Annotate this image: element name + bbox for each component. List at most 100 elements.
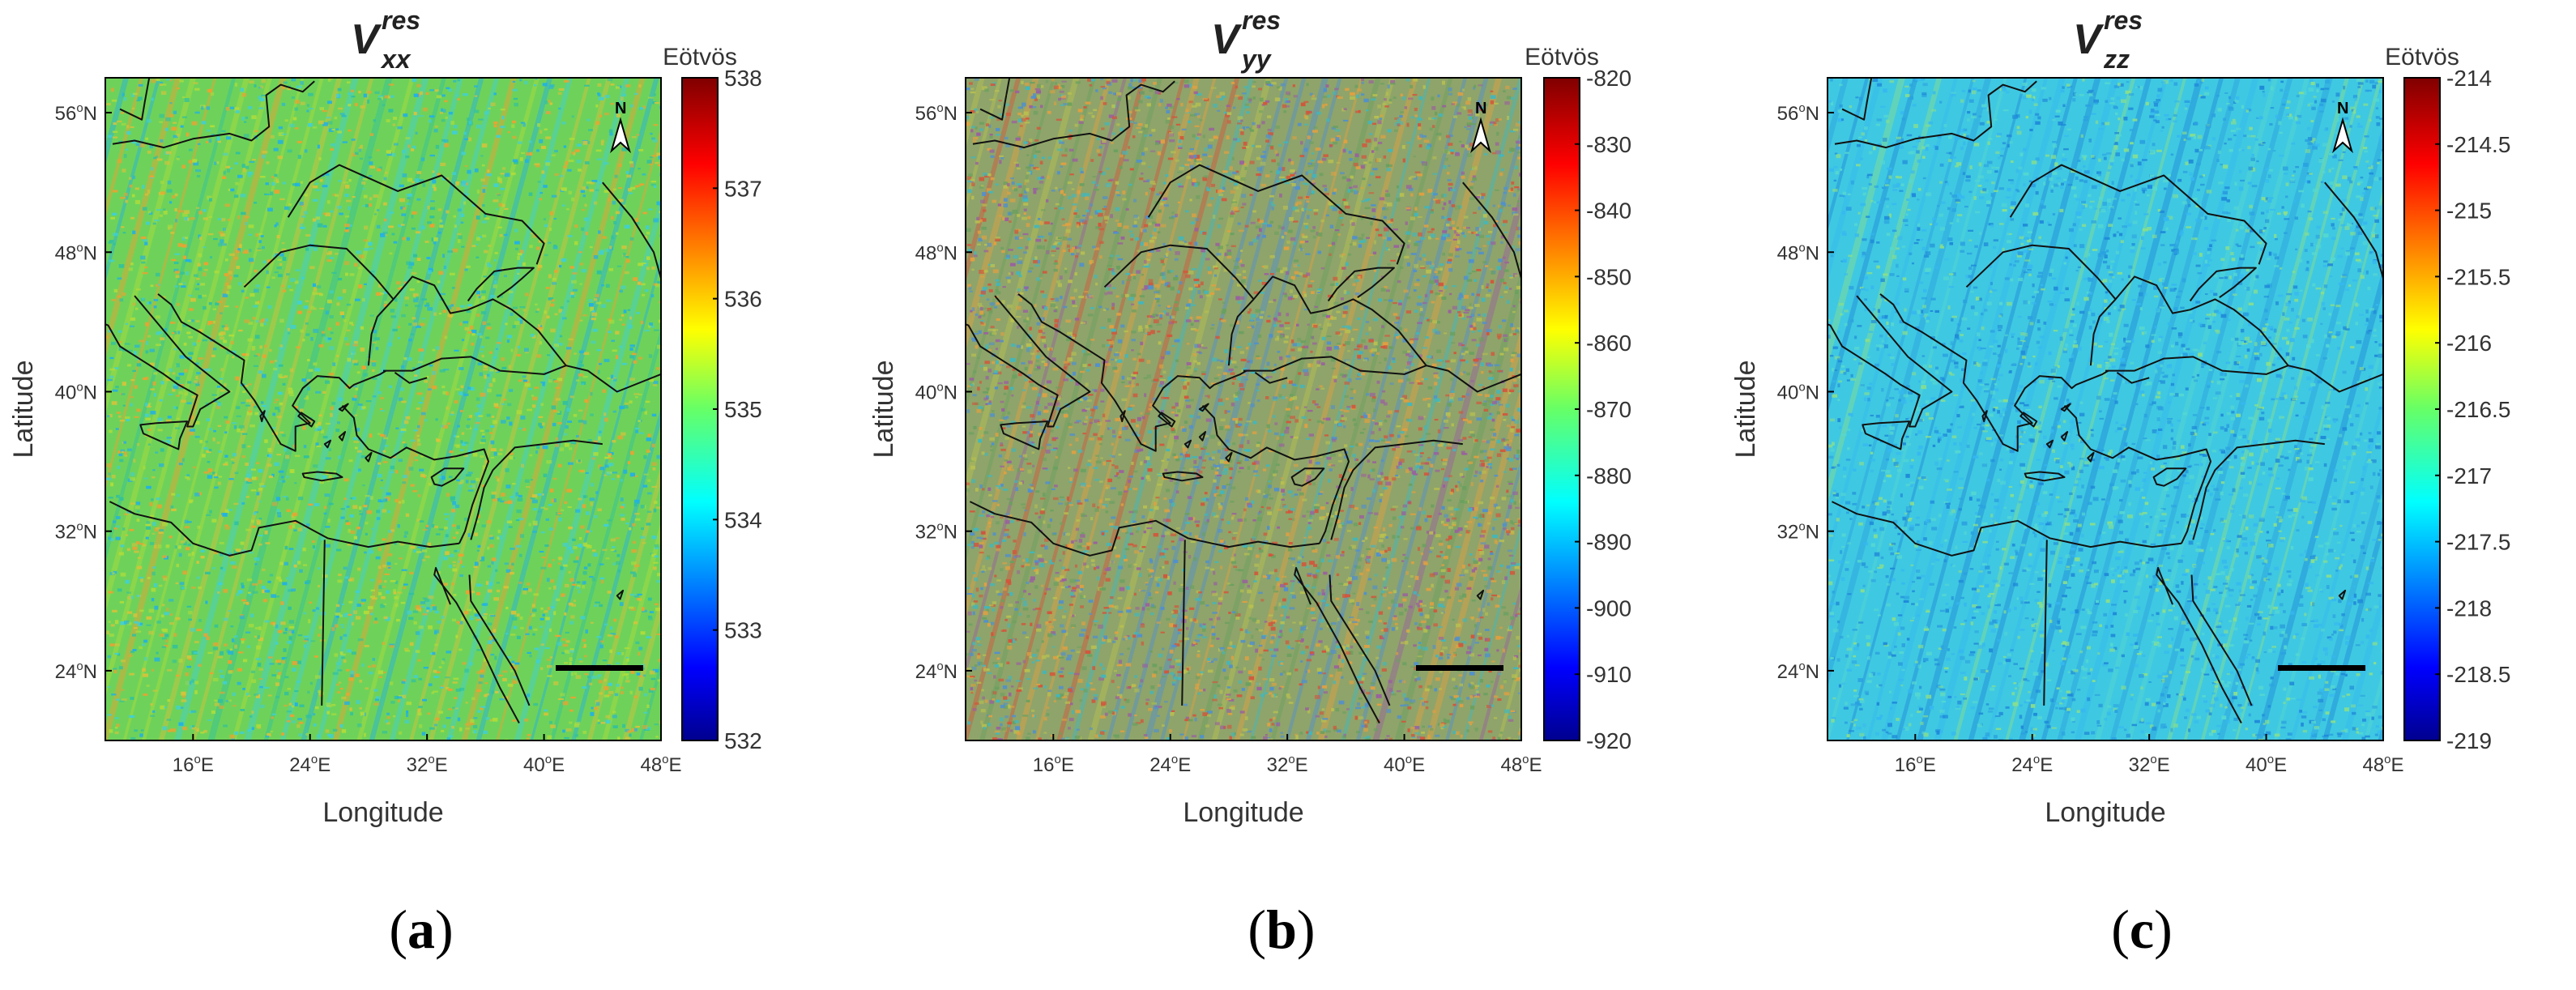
noise-speck [459,574,464,578]
noise-speck [1267,484,1272,489]
noise-speck [537,327,543,331]
noise-speck [174,545,180,549]
noise-speck [1000,448,1006,451]
noise-speck [412,211,417,215]
noise-speck [315,442,319,447]
noise-speck [281,657,285,660]
noise-speck [570,549,574,554]
noise-speck [586,676,591,678]
noise-speck [446,651,451,654]
noise-speck [524,479,530,483]
noise-speck [307,310,312,314]
noise-speck [602,236,607,239]
noise-speck [107,415,110,418]
noise-speck [437,280,441,284]
noise-speck [652,668,658,673]
noise-speck [417,659,421,662]
noise-speck [210,125,215,128]
noise-speck [453,215,456,218]
noise-speck [1504,576,1508,581]
noise-speck [176,417,180,420]
noise-speck [453,707,458,710]
noise-speck [480,296,486,300]
noise-speck [433,676,440,679]
noise-speck [1209,457,1214,461]
noise-speck [198,237,203,241]
noise-speck [265,193,270,196]
noise-speck [1413,156,1416,158]
noise-speck [131,543,138,547]
noise-speck [545,162,550,166]
noise-speck [107,655,111,659]
noise-speck [1269,170,1273,173]
noise-speck [186,474,190,476]
noise-speck [635,641,640,645]
noise-speck [493,199,499,203]
noise-speck [182,570,187,575]
noise-speck [113,668,117,670]
noise-speck [1432,328,1439,333]
noise-speck [382,509,387,513]
noise-speck [394,595,399,600]
noise-speck [146,119,151,123]
noise-speck [136,442,140,446]
noise-speck [432,385,437,390]
noise-speck [528,523,531,527]
noise-speck [1401,244,1404,247]
noise-speck [413,298,419,303]
noise-speck [649,156,654,159]
noise-speck [124,192,128,197]
noise-speck [590,621,594,624]
noise-speck [249,292,255,297]
noise-speck [1132,520,1137,523]
noise-speck [388,225,394,228]
noise-speck [1218,245,1223,250]
noise-speck [361,181,366,185]
noise-speck [572,538,576,541]
noise-speck [623,469,628,474]
noise-speck [1417,135,1422,140]
noise-speck [563,564,568,567]
noise-speck [380,500,384,502]
noise-speck [519,553,522,557]
noise-speck [497,589,501,593]
noise-speck [1352,576,1358,580]
noise-speck [1144,263,1149,266]
noise-speck [344,337,348,340]
noise-speck [240,430,245,433]
noise-speck [331,703,336,706]
noise-speck [336,683,339,686]
noise-speck [630,670,635,674]
noise-speck [429,365,433,367]
noise-speck [488,382,493,387]
noise-speck [486,413,491,417]
noise-speck [588,299,593,302]
noise-speck [228,253,235,256]
noise-speck [153,372,158,375]
noise-speck [658,319,661,323]
noise-speck [519,157,523,161]
noise-speck [270,730,274,733]
noise-speck [344,194,349,198]
noise-speck [1006,425,1011,428]
noise-speck [423,107,428,112]
noise-speck [184,536,187,540]
noise-speck [261,401,264,404]
noise-speck [569,709,574,712]
noise-speck [533,523,538,526]
noise-speck [109,368,116,371]
noise-speck [156,497,161,501]
noise-speck [1092,503,1096,508]
noise-speck [369,197,373,201]
noise-speck [482,484,486,488]
noise-speck [176,395,180,397]
noise-speck [305,247,309,251]
noise-speck [384,95,390,99]
noise-speck [1038,515,1041,519]
noise-speck [1408,97,1414,100]
noise-speck [1288,510,1293,514]
noise-speck [172,644,178,649]
noise-speck [620,497,624,501]
noise-speck [560,306,564,309]
noise-speck [266,161,270,164]
